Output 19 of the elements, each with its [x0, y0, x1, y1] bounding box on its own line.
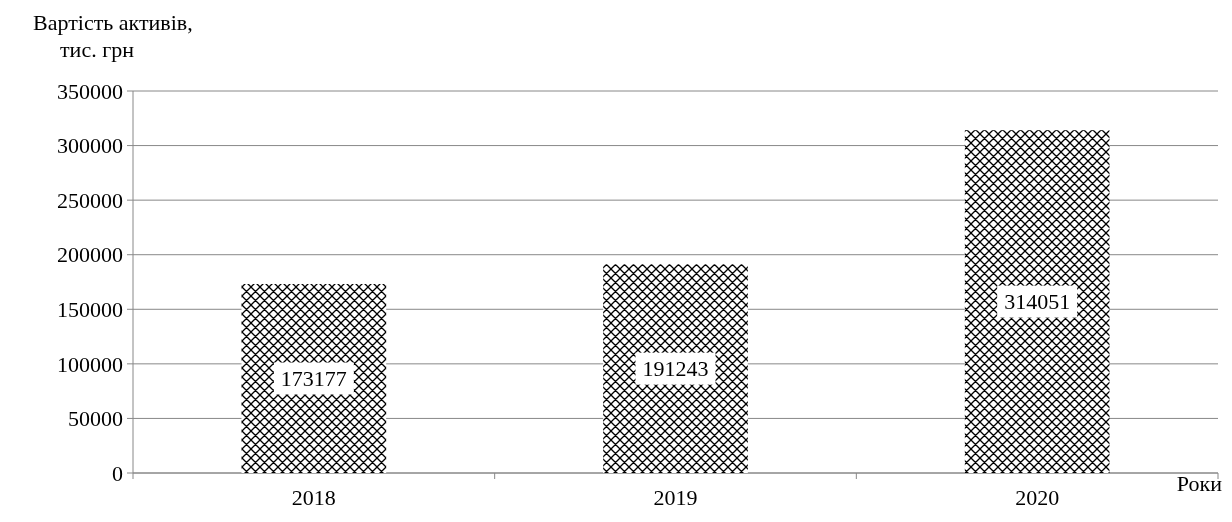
y-tick-label: 150000 — [57, 296, 123, 322]
data-label: 314051 — [1004, 289, 1071, 315]
x-tick-label: 2018 — [291, 485, 336, 510]
bar — [603, 264, 748, 473]
x-tick-label: 2020 — [1015, 485, 1060, 510]
y-tick-label: 200000 — [57, 242, 123, 268]
data-label: 173177 — [280, 366, 347, 392]
y-tick-label: 350000 — [57, 78, 123, 104]
y-tick-label: 300000 — [57, 133, 123, 159]
data-label: 191243 — [642, 356, 709, 382]
y-tick-label: 100000 — [57, 351, 123, 377]
y-axis-title: Вартість активів, тис. грн — [33, 10, 193, 62]
y-tick-label: 250000 — [57, 187, 123, 213]
y-tick-label: 50000 — [68, 406, 123, 432]
bar — [964, 130, 1110, 473]
x-tick-label: 2019 — [653, 485, 698, 510]
x-axis-title: Роки — [1176, 471, 1223, 496]
bar — [241, 283, 387, 473]
y-tick-label: 0 — [112, 460, 123, 486]
